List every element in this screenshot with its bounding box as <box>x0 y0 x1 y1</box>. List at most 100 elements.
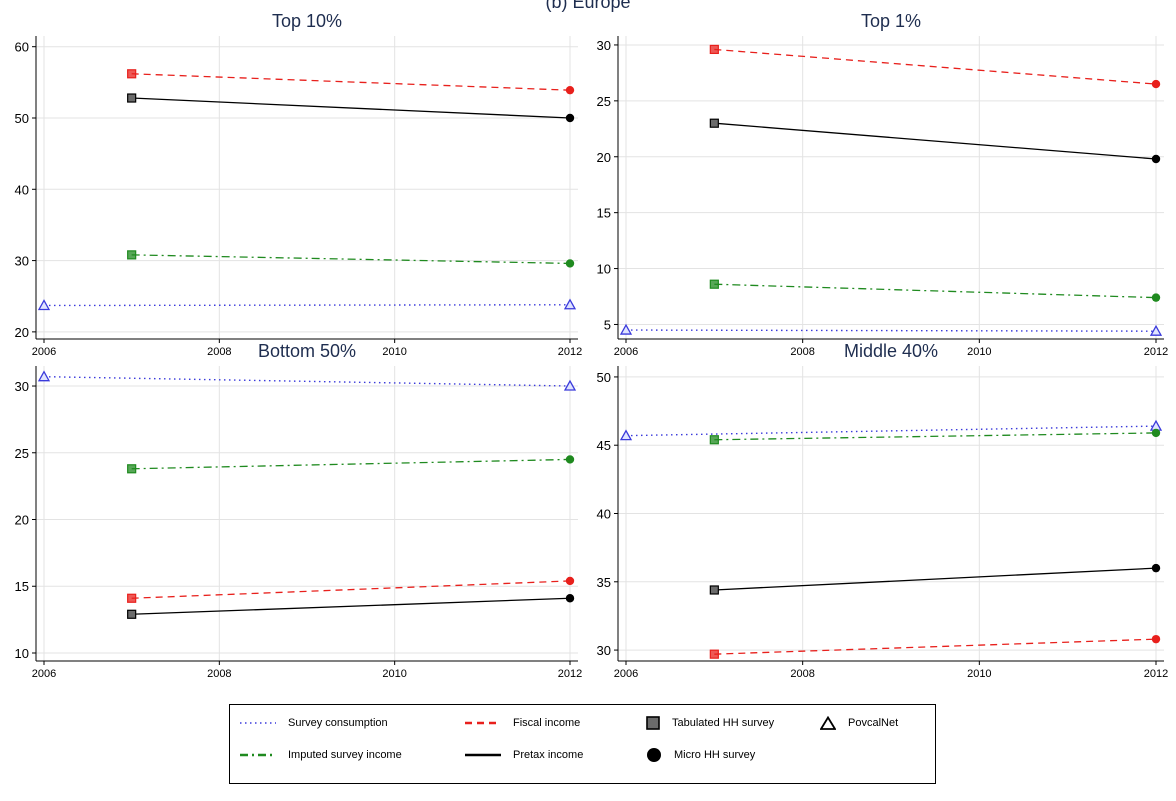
chart-panel: Top 1% 5 10 15 20 25 30 2006 2008 2010 2012 <box>597 11 1169 358</box>
y-tick-label: 15 <box>597 206 611 221</box>
data-point-fiscal-income <box>709 44 719 55</box>
x-tick-label: 2010 <box>967 346 991 358</box>
data-point-survey-consumption <box>563 298 577 310</box>
legend-item-survey-consumption: Survey consumption <box>240 713 388 733</box>
y-tick-label: 25 <box>597 94 611 109</box>
chart-title: Bottom 50% <box>258 341 356 361</box>
page-title: (b) Europe <box>545 0 631 12</box>
legend-item-tabulated: Tabulated HH survey <box>646 713 774 733</box>
data-point-imputed-survey-income <box>127 250 137 260</box>
data-point-fiscal-income <box>1151 634 1161 644</box>
data-point-survey-consumption <box>619 429 633 441</box>
y-tick-label: 20 <box>15 513 29 528</box>
square-marker-icon <box>646 716 660 730</box>
x-tick-label: 2010 <box>967 668 991 680</box>
y-tick-label: 45 <box>597 438 611 453</box>
data-point-imputed-survey-income <box>1151 428 1161 438</box>
chart-panel: Top 10% 20 30 40 50 60 2006 2008 2010 2012 <box>15 11 583 358</box>
chart-title: Top 1% <box>861 11 921 31</box>
x-tick-label: 2012 <box>1144 346 1168 358</box>
series-line-fiscal-income <box>131 73 571 91</box>
series-line-pretax-income <box>131 597 571 615</box>
series-line-imputed-survey-income <box>714 432 1157 441</box>
legend-item-imputed-survey-income: Imputed survey income <box>240 745 402 765</box>
x-tick-label: 2012 <box>558 668 582 680</box>
data-point-survey-consumption <box>563 379 577 391</box>
data-point-imputed-survey-income <box>565 259 575 268</box>
x-tick-label: 2006 <box>32 346 56 358</box>
x-tick-label: 2012 <box>558 346 582 358</box>
y-tick-label: 30 <box>597 643 611 658</box>
y-tick-label: 50 <box>597 370 611 385</box>
series-line-fiscal-income <box>714 48 1157 85</box>
y-tick-label: 10 <box>597 262 611 277</box>
data-point-pretax-income <box>709 585 719 595</box>
data-point-fiscal-income <box>127 593 137 603</box>
data-point-pretax-income <box>709 118 719 128</box>
legend-item-povcalnet: PovcalNet <box>820 713 898 733</box>
legend-item-micro: Micro HH survey <box>646 745 755 765</box>
data-point-fiscal-income <box>1151 79 1161 89</box>
data-point-pretax-income <box>1151 563 1161 573</box>
series-line-fiscal-income <box>131 580 571 599</box>
series-line-pretax-income <box>714 567 1157 591</box>
data-point-imputed-survey-income <box>709 279 719 289</box>
legend-label-fiscal-income: Fiscal income <box>513 717 581 729</box>
data-point-imputed-survey-income <box>709 435 719 445</box>
data-point-pretax-income <box>1151 154 1161 164</box>
series-line-imputed-survey-income <box>131 458 571 470</box>
chart-title: Middle 40% <box>844 341 938 361</box>
series-line-fiscal-income <box>714 638 1157 655</box>
y-tick-label: 10 <box>15 646 29 661</box>
y-tick-label: 50 <box>15 111 29 126</box>
x-tick-label: 2006 <box>614 346 638 358</box>
x-tick-label: 2010 <box>382 668 406 680</box>
data-point-imputed-survey-income <box>127 464 137 474</box>
data-point-survey-consumption <box>37 370 51 382</box>
chart-title: Top 10% <box>272 11 342 31</box>
data-point-pretax-income <box>565 594 575 603</box>
y-tick-label: 60 <box>15 40 29 55</box>
data-point-pretax-income <box>127 93 137 103</box>
x-tick-label: 2006 <box>614 668 638 680</box>
data-point-fiscal-income <box>709 649 719 659</box>
legend-swatch-survey-consumption <box>240 722 276 724</box>
legend-item-pretax-income: Pretax income <box>465 745 583 765</box>
x-tick-label: 2012 <box>1144 668 1168 680</box>
x-tick-label: 2008 <box>207 346 231 358</box>
y-tick-label: 15 <box>15 579 29 594</box>
data-point-pretax-income <box>127 609 137 619</box>
y-tick-label: 30 <box>15 254 29 269</box>
legend: Survey consumption Fiscal income Tabulat… <box>229 704 936 784</box>
data-point-survey-consumption <box>619 323 633 335</box>
legend-label-imputed-survey-income: Imputed survey income <box>288 749 402 761</box>
circle-marker-icon <box>647 748 661 762</box>
triangle-marker-icon <box>820 716 836 730</box>
y-tick-label: 20 <box>597 150 611 165</box>
legend-swatch-pretax-income <box>465 753 501 757</box>
chart-panel: Bottom 50% 10 15 20 25 30 2006 2008 2010 2012 <box>15 341 583 680</box>
y-tick-label: 30 <box>597 38 611 53</box>
data-point-survey-consumption <box>1149 324 1163 336</box>
y-tick-label: 40 <box>15 182 29 197</box>
data-point-pretax-income <box>565 113 575 123</box>
x-tick-label: 2008 <box>207 668 231 680</box>
x-tick-label: 2008 <box>790 346 814 358</box>
series-line-survey-consumption <box>43 375 571 387</box>
x-tick-label: 2008 <box>790 668 814 680</box>
y-tick-label: 25 <box>15 446 29 461</box>
data-point-imputed-survey-income <box>565 455 575 464</box>
legend-label-pretax-income: Pretax income <box>513 749 584 761</box>
series-line-imputed-survey-income <box>131 254 571 265</box>
series-line-survey-consumption <box>43 304 571 307</box>
data-point-fiscal-income <box>565 576 575 586</box>
legend-label-povcalnet: PovcalNet <box>848 717 899 729</box>
series-line-survey-consumption <box>625 329 1157 332</box>
legend-label-micro: Micro HH survey <box>674 749 756 761</box>
x-tick-label: 2010 <box>382 346 406 358</box>
y-tick-label: 20 <box>15 325 29 340</box>
y-tick-label: 30 <box>15 379 29 394</box>
legend-label-survey-consumption: Survey consumption <box>288 717 388 729</box>
